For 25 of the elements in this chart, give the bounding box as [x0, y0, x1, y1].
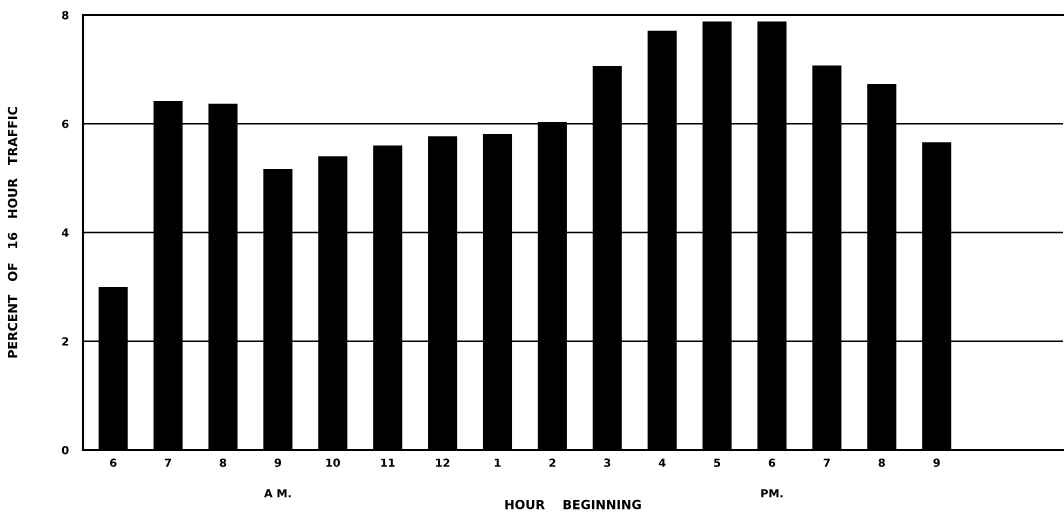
x-tick-label: 4 — [658, 458, 666, 467]
x-tick-label: 12 — [436, 458, 450, 467]
x-tick-label: 7 — [164, 458, 172, 467]
x-tick-label: 8 — [878, 458, 885, 467]
y-tick-label: 0 — [61, 445, 69, 455]
x-tick-label: 9 — [274, 458, 282, 467]
x-tick-label: 6 — [110, 458, 117, 467]
y-tick-label: 8 — [62, 10, 69, 20]
x-tick-label: 9 — [933, 458, 940, 467]
x-tick-label: 2 — [549, 458, 556, 467]
x-tick-label: 10 — [326, 458, 340, 467]
x-tick-label: 5 — [714, 458, 721, 467]
x-tick-label: 1 — [494, 458, 501, 467]
x-axis-title: HOUR BEGINNING — [505, 499, 641, 510]
x-tick-label: 7 — [823, 458, 830, 467]
x-tick-label: 3 — [604, 458, 611, 467]
y-tick-label: 6 — [62, 119, 69, 129]
text: A M. — [264, 489, 291, 498]
x-tick-label: 8 — [219, 458, 227, 467]
y-tick-label: 4 — [61, 228, 69, 237]
x-tick-label: 11 — [381, 458, 395, 467]
y-tick-label: 2 — [62, 337, 69, 346]
text: PM. — [761, 489, 783, 498]
x-tick-label: 6 — [768, 458, 776, 467]
y-axis-title: PERCENT OF 16 HOUR TRAFFIC — [7, 107, 18, 358]
